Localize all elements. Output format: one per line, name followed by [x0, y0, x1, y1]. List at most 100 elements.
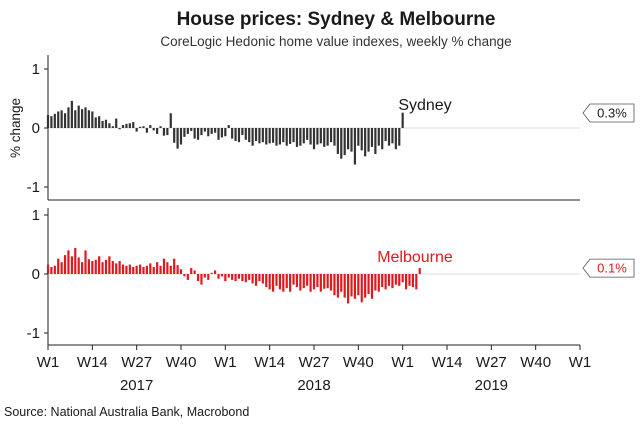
bar-melbourne [364, 274, 367, 298]
x-tick-label: W14 [254, 354, 285, 371]
bar-melbourne [370, 274, 374, 299]
bar-sydney [391, 128, 394, 144]
bar-melbourne [333, 274, 336, 296]
bar-sydney [364, 128, 367, 157]
bar-melbourne [214, 270, 217, 274]
bar-sydney [84, 107, 87, 128]
bar-sydney [186, 128, 189, 134]
bar-sydney [190, 128, 193, 131]
bar-melbourne [357, 274, 360, 296]
bar-sydney [258, 128, 261, 144]
y-tick-label: 0 [32, 266, 40, 283]
bar-sydney [217, 128, 220, 140]
bar-melbourne [196, 274, 200, 282]
bar-melbourne [128, 264, 131, 274]
bar-sydney [111, 126, 114, 128]
bar-sydney [203, 128, 206, 132]
bar-sydney [207, 128, 210, 137]
bar-sydney [333, 128, 336, 146]
bar-sydney [227, 125, 230, 128]
series-label-sydney: Sydney [398, 97, 451, 114]
bar-sydney [224, 128, 227, 137]
x-tick-label: W40 [343, 354, 374, 371]
bar-melbourne [401, 274, 404, 283]
bar-melbourne [145, 265, 148, 274]
bar-sydney [367, 128, 370, 152]
bar-melbourne [135, 265, 138, 274]
year-label: 2019 [475, 377, 508, 394]
bar-melbourne [265, 274, 268, 287]
bar-melbourne [111, 261, 114, 274]
bar-melbourne [227, 274, 230, 278]
bar-sydney [312, 128, 316, 150]
bar-sydney [384, 128, 387, 141]
bar-sydney [132, 122, 135, 128]
bar-melbourne [323, 274, 326, 289]
bar-sydney [275, 128, 278, 146]
bar-melbourne [248, 274, 251, 280]
x-tick-label: W1 [37, 354, 60, 371]
bar-melbourne [46, 264, 50, 274]
bar-melbourne [207, 274, 210, 280]
callout-box-sydney [582, 103, 635, 123]
bar-sydney [142, 126, 145, 128]
bar-melbourne [87, 259, 91, 274]
bar-sydney [46, 115, 50, 128]
bar-melbourne [74, 248, 77, 274]
bar-melbourne [91, 261, 94, 274]
bar-sydney [118, 128, 121, 130]
bar-sydney [183, 128, 186, 137]
bar-sydney [401, 112, 404, 128]
bar-sydney [231, 128, 234, 139]
bar-melbourne [176, 265, 179, 274]
year-labels: 2017 2018 2019 [120, 377, 508, 394]
bar-sydney [316, 128, 319, 145]
bar-sydney [398, 128, 401, 146]
bar-melbourne [404, 274, 408, 290]
bar-sydney [271, 128, 275, 143]
bar-melbourne [254, 274, 258, 286]
bar-melbourne [132, 266, 135, 274]
bar-melbourne [115, 263, 118, 274]
bar-melbourne [285, 274, 288, 289]
bar-sydney [244, 128, 247, 140]
bar-melbourne [169, 265, 172, 274]
bar-sydney [306, 128, 309, 140]
callout-box-melbourne [582, 258, 635, 278]
bar-melbourne [94, 259, 97, 274]
bar-sydney [340, 128, 343, 159]
bar-sydney [299, 128, 302, 146]
x-tick-label: W27 [299, 354, 330, 371]
bar-melbourne [121, 264, 125, 274]
bar-sydney [98, 116, 101, 128]
bar-melbourne [234, 274, 237, 282]
source-note: Source: National Australia Bank, Macrobo… [4, 405, 249, 419]
callout-value-sydney: 0.3% [597, 106, 627, 121]
bar-sydney [67, 107, 70, 128]
bar-sydney [336, 128, 339, 154]
bar-melbourne [312, 274, 316, 290]
bar-sydney [319, 128, 322, 144]
bar-melbourne [347, 274, 350, 304]
bar-melbourne [118, 261, 121, 274]
bar-melbourne [57, 258, 60, 274]
series-labels: Sydney Melbourne [377, 97, 453, 266]
bar-melbourne [384, 274, 387, 290]
bar-marks [46, 100, 421, 304]
year-label: 2018 [297, 377, 330, 394]
bar-sydney [357, 128, 360, 146]
bar-melbourne [60, 262, 63, 274]
bar-melbourne [67, 250, 70, 274]
bar-melbourne [224, 274, 227, 282]
x-tick-label: W40 [166, 354, 197, 371]
bar-melbourne [350, 274, 353, 297]
bar-sydney [329, 128, 333, 143]
bar-melbourne [159, 265, 162, 274]
bar-melbourne [179, 269, 183, 274]
bar-sydney [268, 128, 271, 144]
bar-melbourne [142, 266, 145, 274]
bar-melbourne [326, 274, 329, 289]
y-tick-label: 1 [32, 207, 40, 224]
bar-sydney [241, 128, 244, 136]
